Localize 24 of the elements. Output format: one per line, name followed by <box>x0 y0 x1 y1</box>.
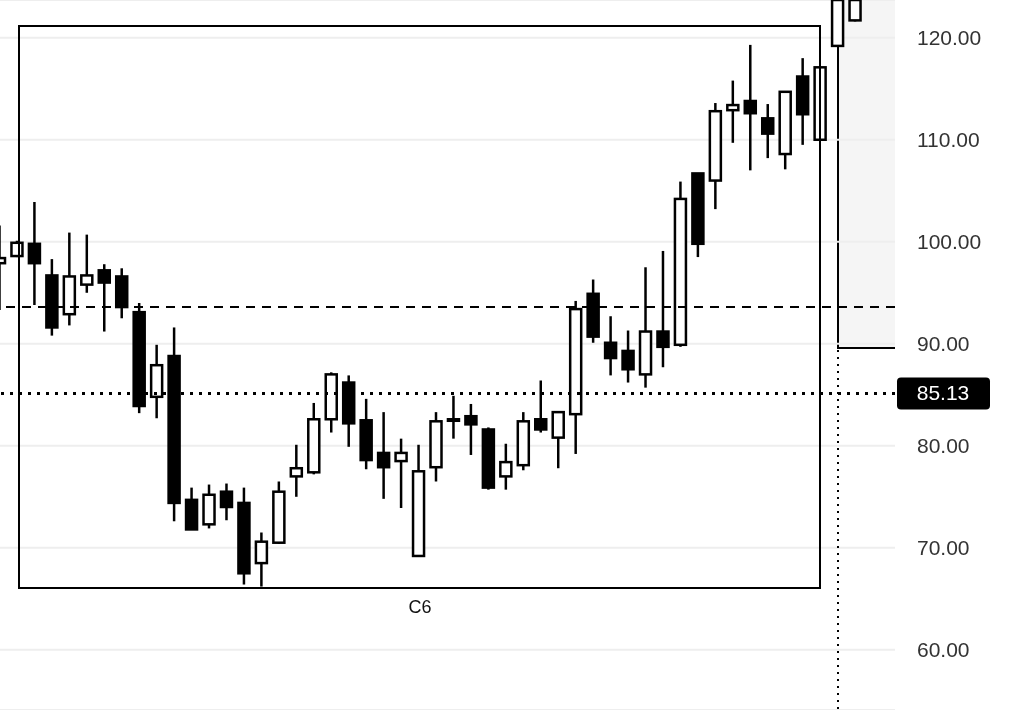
candlestick <box>289 443 304 499</box>
annotation: C6 <box>408 597 432 617</box>
candlestick <box>27 200 42 307</box>
candlestick <box>499 442 513 491</box>
y-tick-label: 60.00 <box>917 638 970 662</box>
y-tick-label: 110.00 <box>917 128 980 152</box>
y-tick-label: 90.00 <box>917 332 970 356</box>
y-tick-label: 100.00 <box>917 230 982 254</box>
candlestick <box>254 531 269 588</box>
candlestick <box>726 79 740 145</box>
ref-line-label: 85.13 <box>916 381 970 405</box>
candlestick <box>621 329 635 384</box>
candlestick <box>464 402 478 457</box>
candlestick <box>394 437 408 510</box>
candlestick <box>603 314 618 377</box>
candlestick <box>376 410 391 501</box>
candlestick <box>760 102 775 160</box>
candlestick <box>743 43 758 172</box>
candlestick <box>80 233 94 295</box>
y-tick-label: 70.00 <box>917 536 970 560</box>
candlestick <box>219 482 234 522</box>
y-tick-label: 80.00 <box>917 434 970 458</box>
y-tick-label: 120.00 <box>917 26 982 50</box>
candlestick <box>848 0 862 23</box>
